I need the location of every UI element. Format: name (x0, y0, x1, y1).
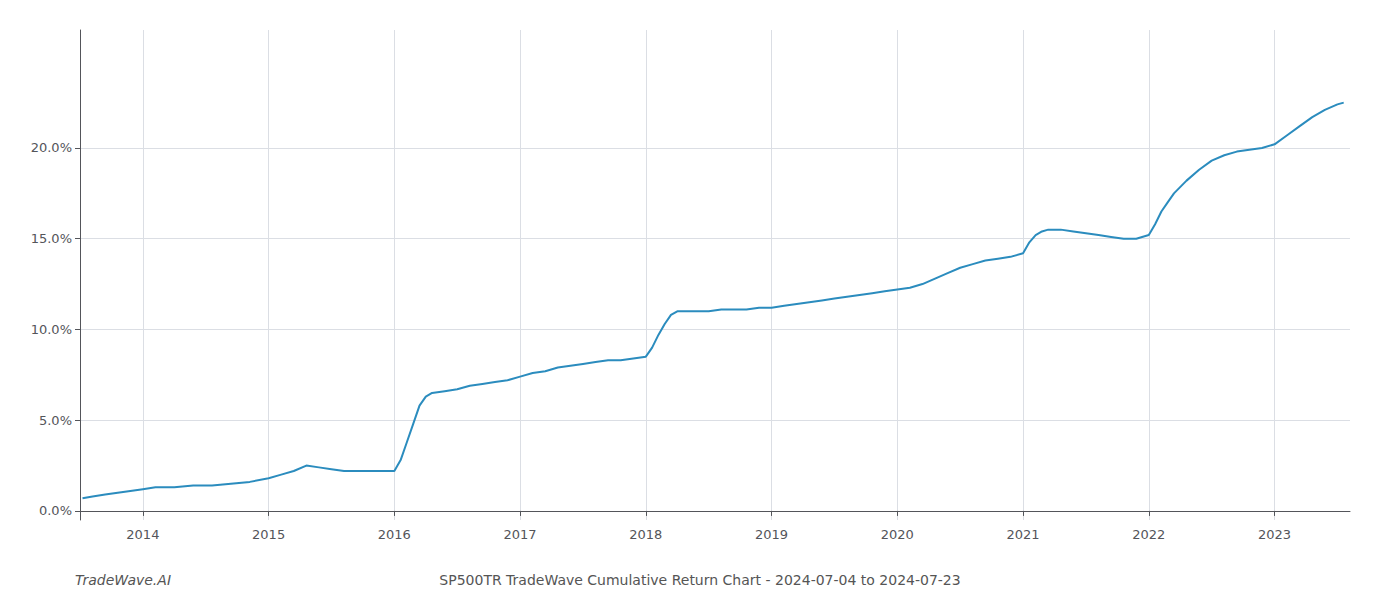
svg-text:2019: 2019 (755, 527, 788, 542)
svg-text:5.0%: 5.0% (39, 413, 72, 428)
svg-text:10.0%: 10.0% (31, 322, 72, 337)
svg-text:2020: 2020 (881, 527, 914, 542)
svg-text:2016: 2016 (378, 527, 411, 542)
svg-text:2023: 2023 (1258, 527, 1291, 542)
svg-text:20.0%: 20.0% (31, 140, 72, 155)
svg-text:0.0%: 0.0% (39, 503, 72, 518)
svg-text:TradeWave.AI: TradeWave.AI (75, 572, 171, 588)
svg-text:15.0%: 15.0% (31, 231, 72, 246)
svg-text:2014: 2014 (126, 527, 159, 542)
svg-text:2017: 2017 (504, 527, 537, 542)
svg-text:2021: 2021 (1007, 527, 1040, 542)
svg-text:2015: 2015 (252, 527, 285, 542)
svg-text:SP500TR TradeWave Cumulative R: SP500TR TradeWave Cumulative Return Char… (439, 572, 960, 588)
svg-text:2022: 2022 (1132, 527, 1165, 542)
svg-text:2018: 2018 (629, 527, 662, 542)
